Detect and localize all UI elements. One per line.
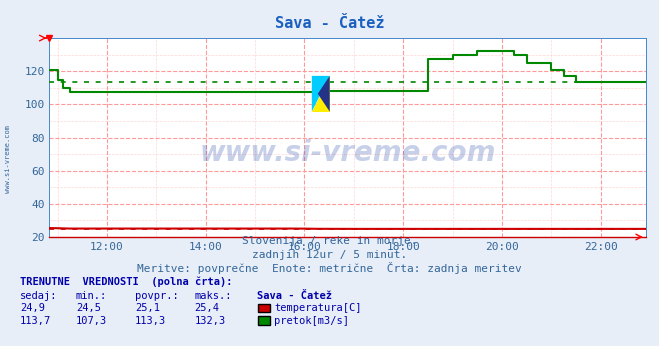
Text: 25,1: 25,1 (135, 303, 160, 313)
Text: Sava - Čatež: Sava - Čatež (257, 291, 332, 301)
Polygon shape (312, 76, 330, 112)
Text: 132,3: 132,3 (194, 316, 225, 326)
Text: TRENUTNE  VREDNOSTI  (polna črta):: TRENUTNE VREDNOSTI (polna črta): (20, 277, 232, 288)
Text: maks.:: maks.: (194, 291, 232, 301)
Text: Sava - Čatež: Sava - Čatež (275, 16, 384, 30)
Text: sedaj:: sedaj: (20, 291, 57, 301)
Text: 24,5: 24,5 (76, 303, 101, 313)
Text: www.si-vreme.com: www.si-vreme.com (200, 139, 496, 167)
Text: povpr.:: povpr.: (135, 291, 179, 301)
Text: 25,4: 25,4 (194, 303, 219, 313)
Text: zadnjih 12ur / 5 minut.: zadnjih 12ur / 5 minut. (252, 250, 407, 260)
Text: 24,9: 24,9 (20, 303, 45, 313)
Text: www.si-vreme.com: www.si-vreme.com (5, 125, 11, 193)
Polygon shape (318, 76, 330, 112)
Text: Slovenija / reke in morje.: Slovenija / reke in morje. (242, 236, 417, 246)
Text: min.:: min.: (76, 291, 107, 301)
Text: 113,3: 113,3 (135, 316, 166, 326)
Text: Meritve: povprečne  Enote: metrične  Črta: zadnja meritev: Meritve: povprečne Enote: metrične Črta:… (137, 262, 522, 274)
Text: temperatura[C]: temperatura[C] (274, 303, 362, 313)
Text: pretok[m3/s]: pretok[m3/s] (274, 316, 349, 326)
Polygon shape (312, 76, 330, 112)
Text: 107,3: 107,3 (76, 316, 107, 326)
Text: 113,7: 113,7 (20, 316, 51, 326)
